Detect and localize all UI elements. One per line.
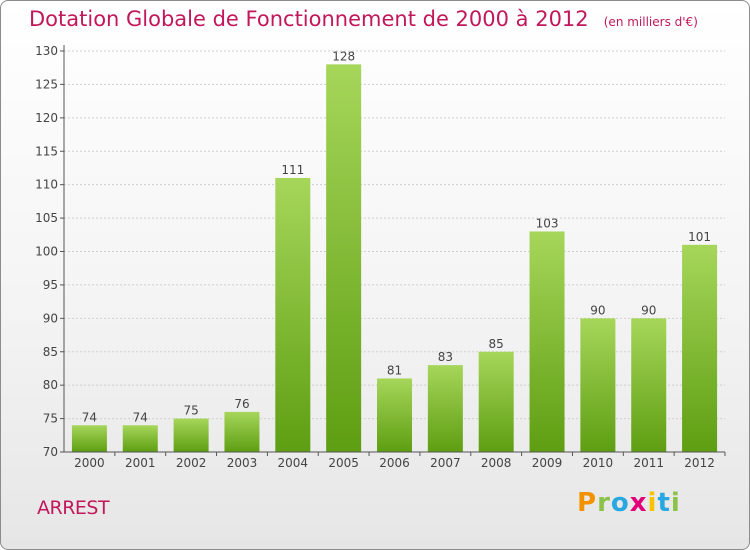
bar — [224, 411, 260, 452]
bar — [631, 318, 667, 452]
y-tick-label: 115 — [35, 144, 58, 158]
x-tick-label: 2000 — [74, 456, 105, 470]
y-tick-label: 80 — [43, 378, 58, 392]
bar — [275, 177, 311, 452]
bar — [377, 378, 412, 452]
y-tick-label: 85 — [43, 345, 58, 359]
proxiti-logo[interactable]: Proxiti — [577, 488, 681, 518]
x-tick-label: 2005 — [328, 456, 359, 470]
bar — [71, 425, 107, 452]
axis-layer: 70 75 80 85 90 95 100 105 110 115 120 125 130 74 2000 7… — [35, 44, 726, 470]
bar-value-label: 74 — [82, 410, 97, 424]
bar — [326, 64, 362, 452]
y-tick-label: 120 — [35, 111, 58, 125]
bar — [173, 418, 209, 452]
bar-value-label: 83 — [438, 350, 453, 364]
commune-name: ARREST — [37, 497, 110, 519]
bar-value-label: 75 — [183, 404, 198, 418]
logo-letter: o — [610, 488, 630, 518]
y-tick-label: 95 — [43, 278, 58, 292]
bar-value-label: 128 — [332, 49, 355, 63]
bar — [682, 244, 718, 452]
y-tick-label: 130 — [35, 44, 58, 58]
bar — [529, 231, 565, 452]
x-tick-label: 2007 — [430, 456, 461, 470]
y-tick-label: 105 — [35, 211, 58, 225]
bar-value-label: 81 — [387, 363, 402, 377]
bar — [427, 365, 463, 452]
x-tick-label: 2012 — [684, 456, 715, 470]
bar-value-label: 103 — [536, 216, 559, 230]
x-tick-label: 2003 — [227, 456, 258, 470]
y-tick-label: 125 — [35, 77, 58, 91]
y-tick-label: 100 — [35, 245, 58, 259]
x-tick-label: 2009 — [532, 456, 563, 470]
bar-value-label: 90 — [590, 303, 605, 317]
bar-value-label: 74 — [133, 410, 148, 424]
x-tick-label: 2002 — [176, 456, 207, 470]
title-row: Dotation Globale de Fonctionnement de 20… — [29, 7, 698, 31]
logo-letter: r — [597, 488, 611, 518]
y-tick-label: 75 — [43, 412, 58, 426]
chart-subtitle: (en milliers d'€) — [603, 15, 698, 29]
logo-letter: x — [629, 488, 648, 518]
bar-layer — [71, 64, 718, 452]
logo-letter: i — [670, 488, 681, 518]
bar — [478, 351, 514, 452]
y-tick-label: 90 — [43, 311, 58, 325]
bar-value-label: 111 — [281, 163, 304, 177]
bar — [580, 318, 616, 452]
x-tick-label: 2006 — [379, 456, 410, 470]
x-tick-label: 2008 — [481, 456, 512, 470]
x-tick-label: 2011 — [633, 456, 664, 470]
chart-title: Dotation Globale de Fonctionnement de 20… — [29, 7, 589, 31]
x-tick-label: 2010 — [583, 456, 614, 470]
x-tick-label: 2001 — [125, 456, 156, 470]
logo-letter: i — [647, 488, 658, 518]
y-tick-label: 110 — [35, 178, 58, 192]
logo-letter: t — [657, 488, 671, 518]
bar — [122, 425, 158, 452]
y-tick-label: 70 — [43, 445, 58, 459]
x-tick-label: 2004 — [278, 456, 309, 470]
bar-value-label: 90 — [641, 303, 656, 317]
bar-value-label: 85 — [489, 337, 504, 351]
logo-letter: P — [577, 488, 598, 518]
bar-value-label: 76 — [234, 397, 249, 411]
bar-value-label: 101 — [688, 230, 711, 244]
